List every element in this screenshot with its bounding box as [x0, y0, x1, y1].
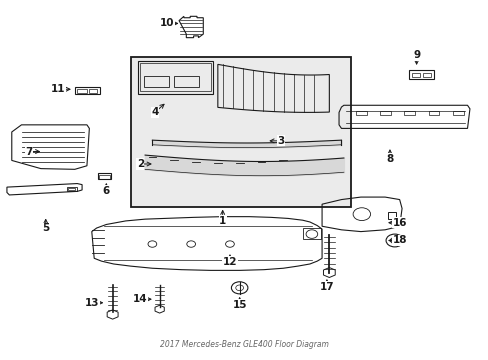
Text: 5: 5: [42, 223, 49, 233]
Bar: [386, 212, 395, 219]
Text: 1: 1: [219, 216, 226, 226]
Bar: [422, 73, 430, 77]
Bar: [411, 73, 419, 77]
Text: 12: 12: [222, 257, 237, 267]
FancyBboxPatch shape: [130, 57, 350, 207]
Text: 15: 15: [232, 300, 246, 310]
Text: 16: 16: [391, 218, 406, 228]
Bar: [89, 89, 97, 93]
Text: 18: 18: [391, 235, 406, 246]
Text: 17: 17: [319, 282, 334, 292]
Bar: [380, 111, 390, 115]
Bar: [66, 187, 77, 192]
Text: 7: 7: [25, 147, 32, 157]
Bar: [355, 111, 366, 115]
Bar: [68, 188, 75, 190]
Bar: [428, 111, 439, 115]
Bar: [98, 173, 111, 179]
Bar: [75, 87, 100, 94]
Text: 9: 9: [412, 50, 419, 60]
Text: 6: 6: [102, 186, 110, 196]
Bar: [99, 175, 109, 179]
Text: 4: 4: [151, 107, 158, 117]
Bar: [77, 89, 87, 93]
Text: 8: 8: [386, 154, 393, 164]
Text: 10: 10: [160, 18, 174, 28]
Text: 3: 3: [277, 136, 284, 146]
Text: 11: 11: [50, 84, 65, 94]
Text: 2017 Mercedes-Benz GLE400 Floor Diagram: 2017 Mercedes-Benz GLE400 Floor Diagram: [160, 340, 328, 349]
Bar: [408, 70, 433, 78]
Text: 2: 2: [136, 159, 143, 169]
Bar: [404, 111, 414, 115]
Text: 13: 13: [84, 298, 99, 308]
Bar: [302, 228, 321, 239]
Text: 14: 14: [133, 294, 147, 304]
Bar: [452, 111, 463, 115]
